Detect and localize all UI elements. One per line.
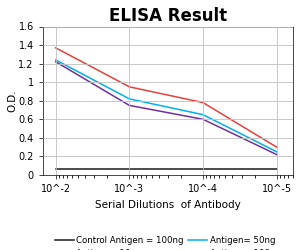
Antigen= 50ng (201, 113, 205, 116)
Control Antigen = 100ng (128, 168, 131, 171)
Line: Antigen= 50ng: Antigen= 50ng (56, 60, 277, 152)
Antigen= 100ng (54, 46, 58, 49)
Title: ELISA Result: ELISA Result (109, 7, 227, 25)
X-axis label: Serial Dilutions  of Antibody: Serial Dilutions of Antibody (95, 200, 241, 209)
Antigen= 100ng (275, 146, 278, 149)
Y-axis label: O.D.: O.D. (7, 90, 17, 112)
Antigen= 100ng (128, 85, 131, 88)
Antigen= 10ng (128, 104, 131, 107)
Legend: Control Antigen = 100ng, Antigen= 10ng, Antigen= 50ng, Antigen= 100ng: Control Antigen = 100ng, Antigen= 10ng, … (55, 236, 281, 250)
Antigen= 10ng (54, 60, 58, 63)
Antigen= 10ng (275, 153, 278, 156)
Antigen= 50ng (128, 98, 131, 100)
Control Antigen = 100ng (275, 168, 278, 171)
Line: Antigen= 10ng: Antigen= 10ng (56, 62, 277, 154)
Control Antigen = 100ng (54, 168, 58, 171)
Control Antigen = 100ng (201, 168, 205, 171)
Antigen= 100ng (201, 101, 205, 104)
Line: Antigen= 100ng: Antigen= 100ng (56, 48, 277, 147)
Antigen= 50ng (54, 58, 58, 61)
Antigen= 10ng (201, 118, 205, 121)
Antigen= 50ng (275, 150, 278, 153)
